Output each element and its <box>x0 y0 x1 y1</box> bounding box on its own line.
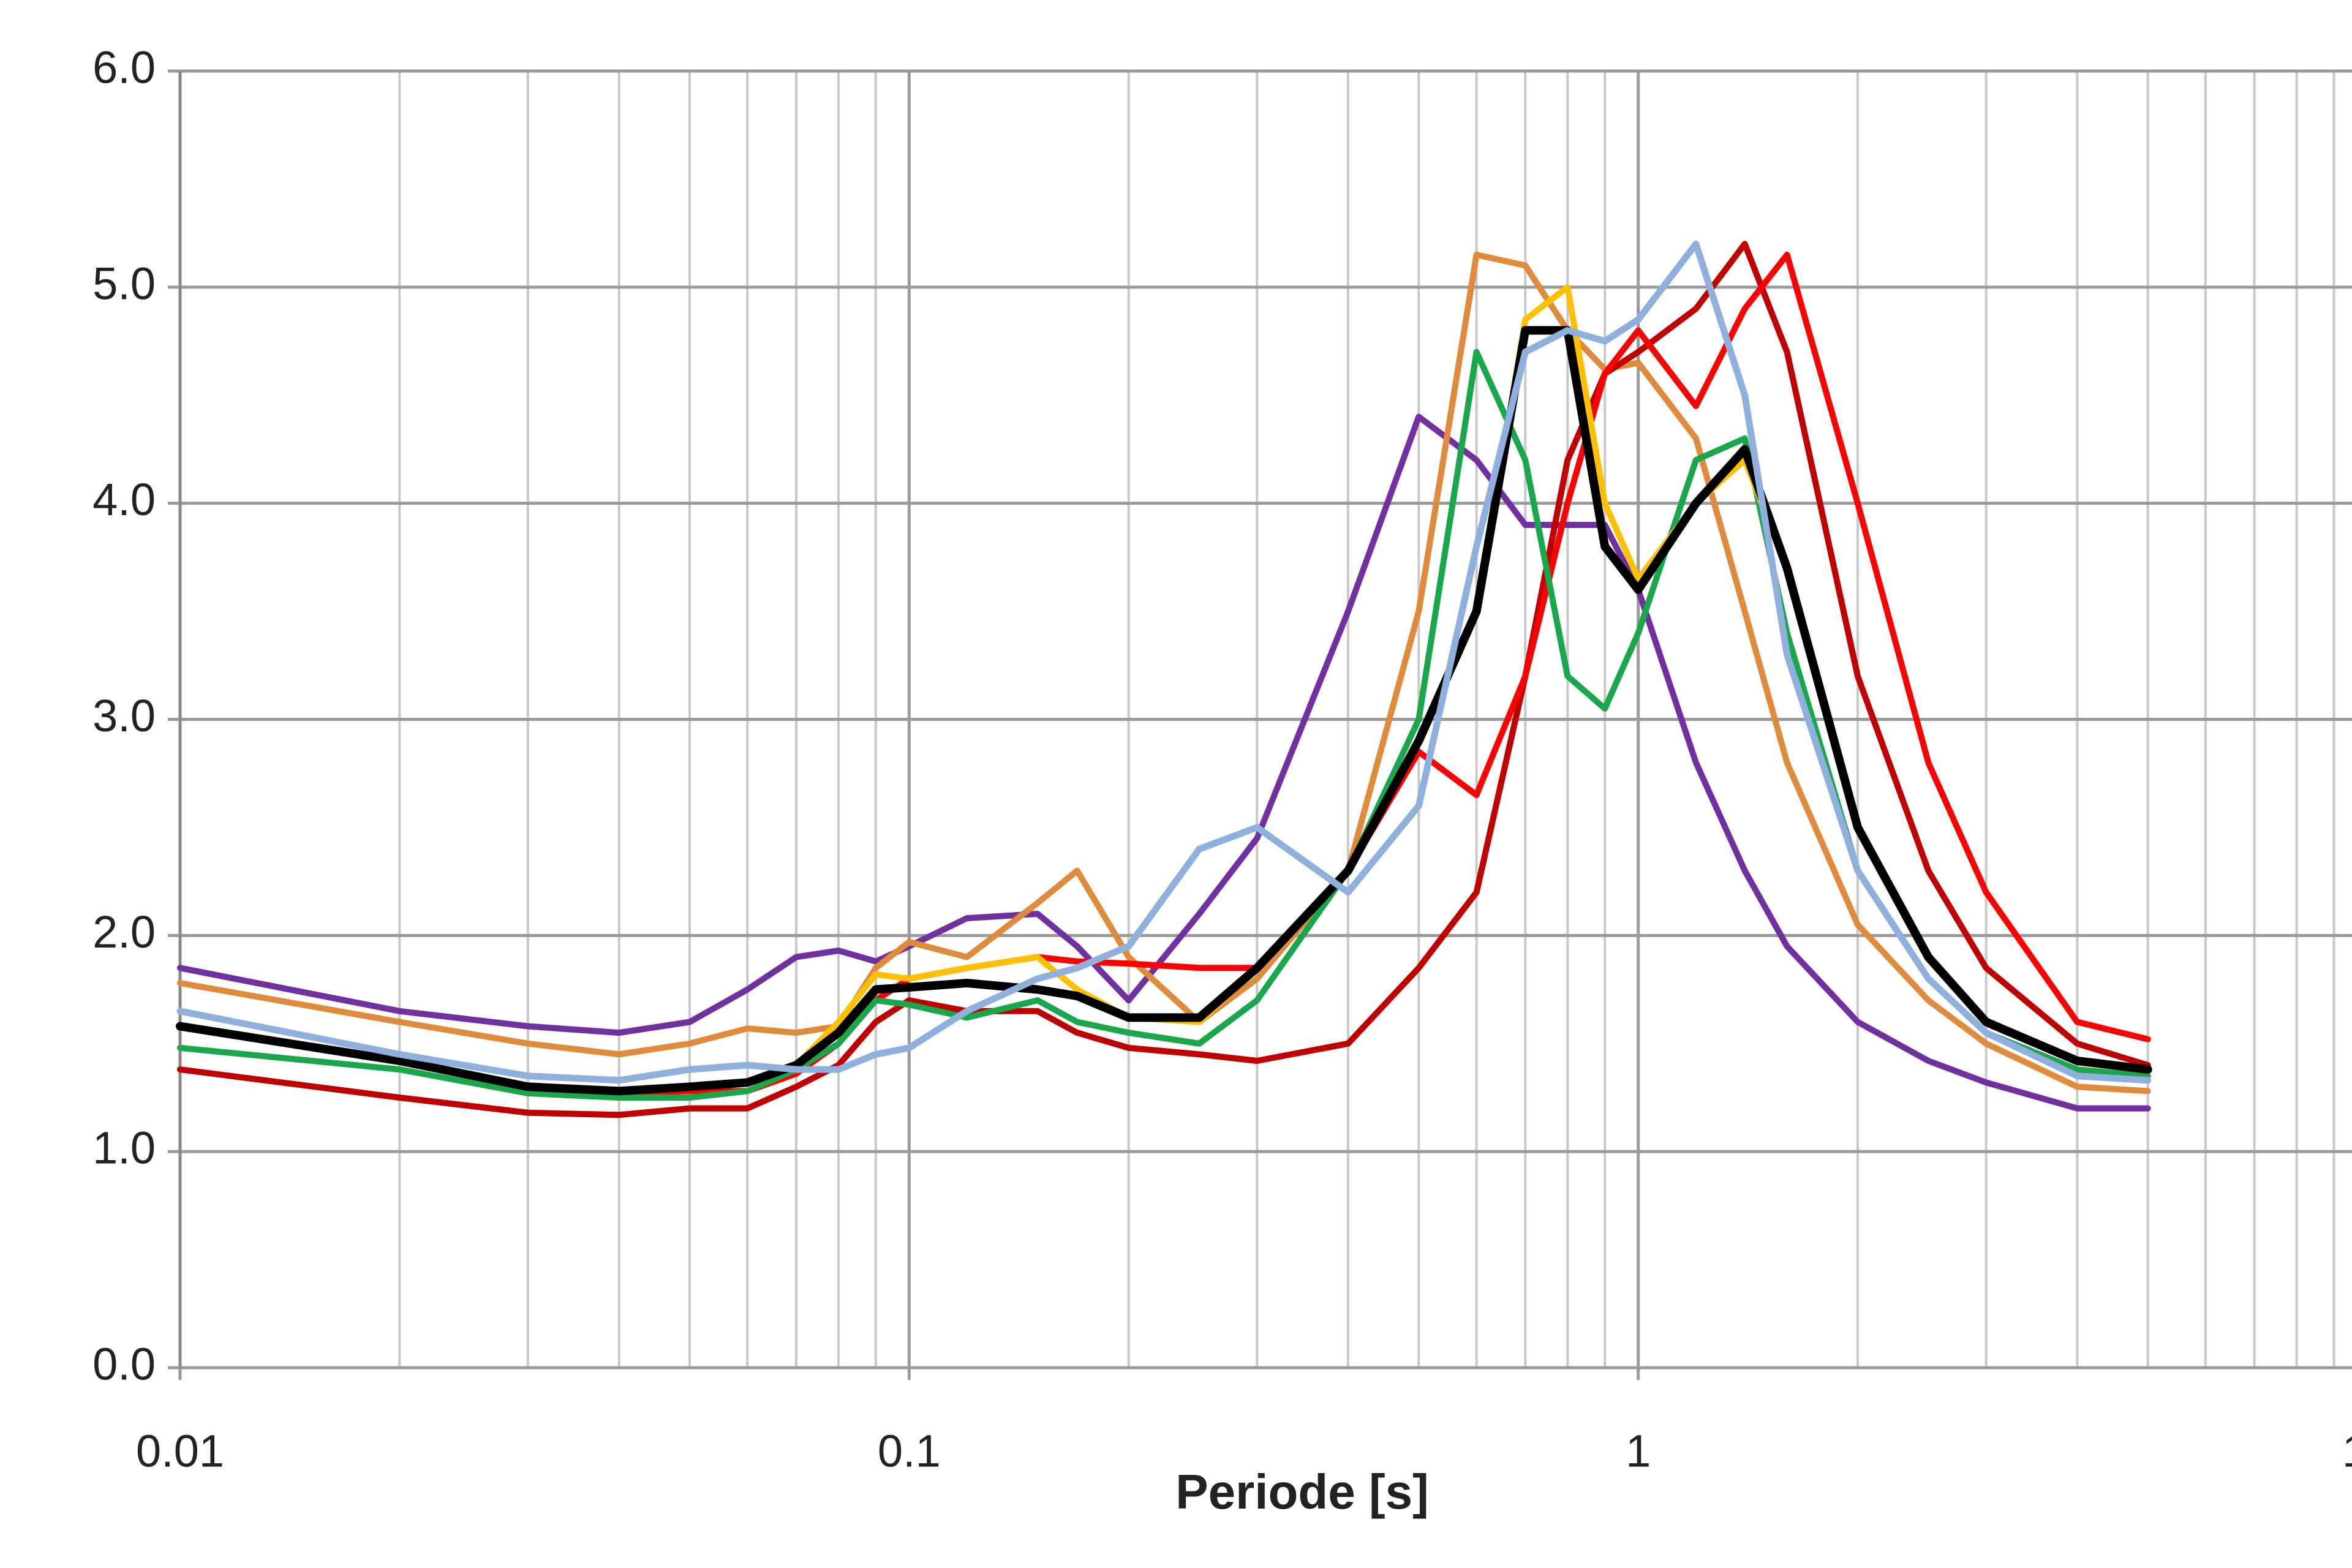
y-tick-label: 6.0 <box>92 42 156 93</box>
x-tick-label: 0.01 <box>136 1426 224 1477</box>
x-axis-title: Periode [s] <box>1175 1464 1428 1519</box>
series-line <box>177 413 2151 1112</box>
y-tick-label: 3.0 <box>92 690 156 741</box>
series-line <box>177 241 2151 1118</box>
series-line <box>176 326 2152 1096</box>
y-tick-label: 4.0 <box>92 474 156 525</box>
series-line <box>177 284 2151 1095</box>
x-tick-label: 10 <box>2342 1426 2352 1477</box>
y-tick-label: 1.0 <box>92 1123 156 1174</box>
y-tick-label: 0.0 <box>92 1339 156 1390</box>
series-line <box>176 240 2152 1084</box>
x-tick-label: 0.1 <box>878 1426 941 1477</box>
series-line <box>177 349 2151 1101</box>
series-line <box>177 251 2151 1096</box>
y-tick-label: 2.0 <box>92 907 156 957</box>
x-tick-label: 1 <box>1626 1426 1651 1477</box>
y-tick-label: 5.0 <box>92 258 156 309</box>
series-line <box>177 251 2151 1095</box>
